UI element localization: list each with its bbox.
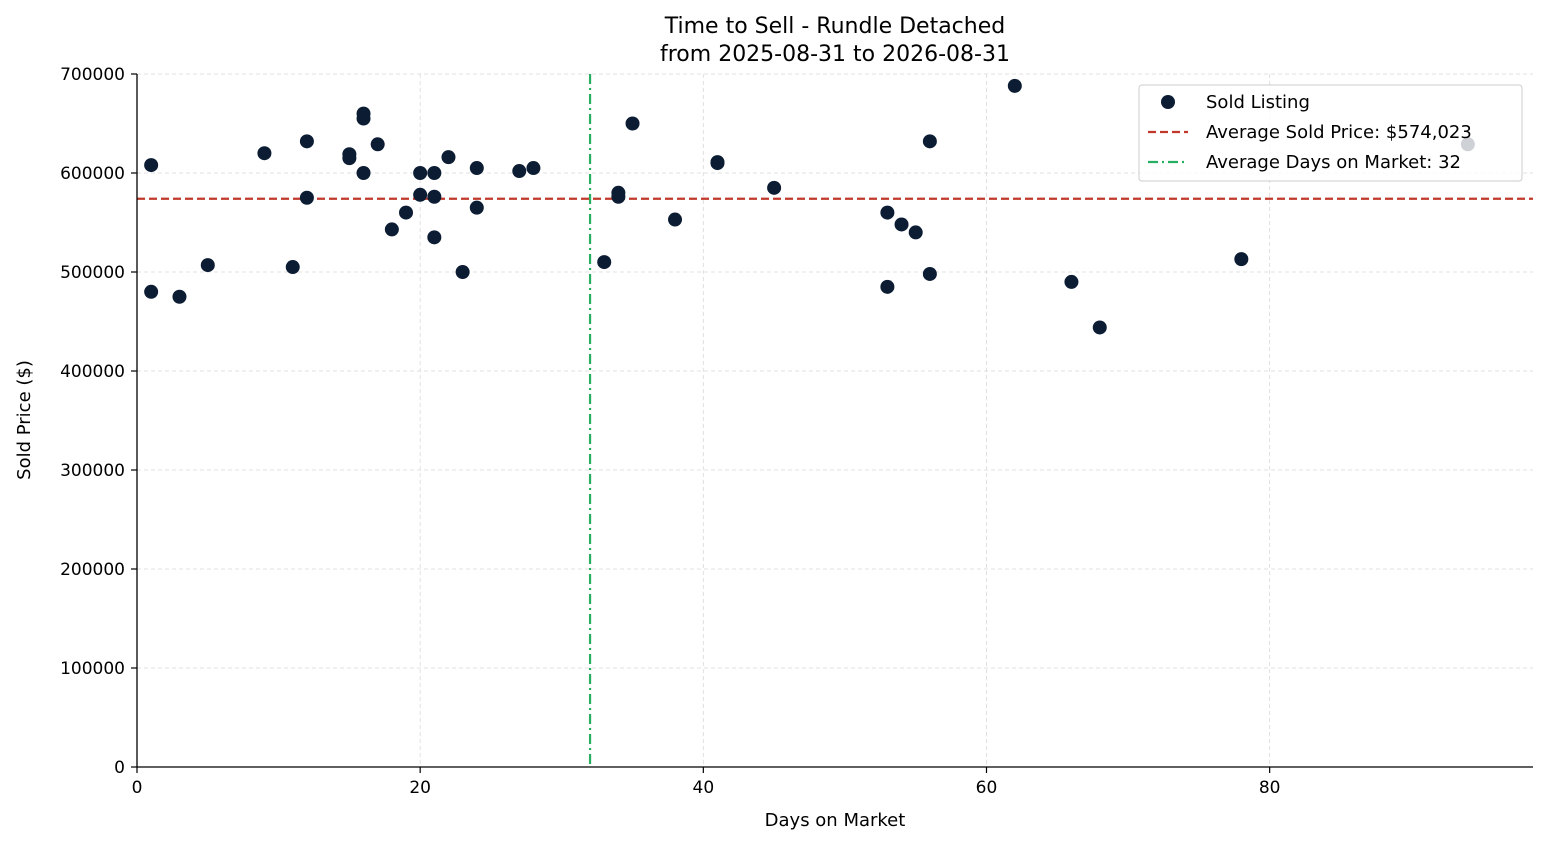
data-point bbox=[144, 284, 159, 299]
grid-lines bbox=[137, 73, 1533, 767]
data-point bbox=[922, 134, 937, 149]
data-point bbox=[880, 205, 895, 220]
legend-label-avg-days: Average Days on Market: 32 bbox=[1206, 152, 1461, 173]
data-point bbox=[257, 146, 272, 161]
data-point bbox=[399, 205, 414, 220]
data-point bbox=[597, 255, 612, 270]
data-point bbox=[668, 212, 683, 227]
legend-label-sold-listing: Sold Listing bbox=[1206, 92, 1310, 113]
data-point bbox=[455, 265, 470, 279]
data-point bbox=[526, 161, 541, 176]
data-point bbox=[441, 150, 456, 165]
data-point bbox=[299, 190, 314, 205]
data-point bbox=[880, 279, 895, 294]
data-point bbox=[469, 161, 484, 176]
data-point bbox=[299, 134, 314, 149]
y-tick-label: 0 bbox=[114, 758, 125, 778]
chart-subtitle: from 2025-08-31 to 2026-08-31 bbox=[660, 42, 1010, 67]
data-point bbox=[512, 164, 527, 179]
data-point bbox=[611, 189, 626, 204]
data-point bbox=[427, 166, 442, 180]
x-axis-label: Days on Market bbox=[765, 810, 906, 831]
data-point bbox=[370, 137, 385, 152]
data-point bbox=[469, 200, 484, 215]
legend-label-avg-price: Average Sold Price: $574,023 bbox=[1206, 122, 1472, 143]
data-point bbox=[767, 180, 782, 195]
data-point bbox=[427, 230, 442, 245]
legend: Sold Listing Average Sold Price: $574,02… bbox=[1138, 84, 1523, 182]
data-point bbox=[200, 258, 215, 273]
data-point bbox=[413, 187, 428, 202]
data-point bbox=[710, 156, 725, 171]
data-point bbox=[413, 166, 428, 180]
x-tick-label: 0 bbox=[132, 778, 143, 798]
y-tick-label: 300000 bbox=[60, 461, 125, 481]
y-tick-label: 100000 bbox=[60, 659, 125, 679]
data-point bbox=[342, 151, 357, 166]
x-tick-label: 20 bbox=[409, 778, 431, 798]
data-point bbox=[1092, 320, 1107, 335]
data-point bbox=[1234, 252, 1249, 267]
chart-title: Time to Sell - Rundle Detached bbox=[664, 14, 1005, 39]
average-lines bbox=[137, 74, 1533, 767]
y-tick-label: 700000 bbox=[60, 65, 125, 85]
data-point bbox=[384, 222, 399, 237]
data-point bbox=[427, 189, 442, 204]
data-point bbox=[894, 217, 909, 232]
x-tick-label: 60 bbox=[976, 778, 998, 798]
legend-marker-sold-listing bbox=[1161, 95, 1175, 109]
y-tick-label: 200000 bbox=[60, 560, 125, 580]
y-ticks: 0 100000 200000 300000 400000 500000 600000 700… bbox=[60, 65, 137, 778]
data-point bbox=[908, 225, 923, 240]
legend-box bbox=[1138, 84, 1523, 182]
data-point bbox=[172, 289, 187, 304]
x-tick-label: 80 bbox=[1259, 778, 1281, 798]
y-tick-label: 500000 bbox=[60, 263, 125, 283]
data-point bbox=[1007, 78, 1022, 93]
data-point bbox=[922, 266, 937, 281]
data-point bbox=[1064, 274, 1079, 289]
y-tick-label: 400000 bbox=[60, 362, 125, 382]
data-point bbox=[285, 260, 300, 275]
data-point bbox=[144, 158, 159, 173]
y-tick-label: 600000 bbox=[60, 164, 125, 184]
data-point bbox=[356, 166, 371, 180]
x-tick-label: 40 bbox=[693, 778, 715, 798]
y-axis-label: Sold Price ($) bbox=[14, 360, 35, 480]
axes bbox=[136, 74, 1533, 768]
data-points bbox=[144, 78, 1475, 335]
data-point bbox=[356, 111, 371, 126]
data-point bbox=[625, 116, 640, 131]
x-ticks: 0 20 40 60 80 bbox=[132, 767, 1281, 798]
